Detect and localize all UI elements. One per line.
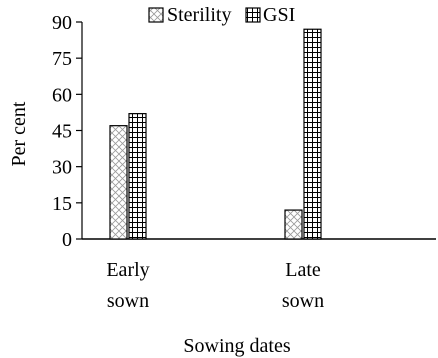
legend-swatch-sterility xyxy=(148,7,164,23)
bar-sterility-1 xyxy=(284,209,303,240)
legend: Sterility GSI xyxy=(148,4,295,26)
legend-label-sterility: Sterility xyxy=(167,4,231,26)
x-axis: Early sown Late sown xyxy=(82,238,436,312)
x-tick-label: sown xyxy=(107,290,149,312)
bars xyxy=(109,28,322,240)
legend-label-gsi: GSI xyxy=(263,4,295,26)
y-tick-label: 45 xyxy=(52,121,72,143)
y-tick-label: 60 xyxy=(52,84,72,106)
bar-gsi-0 xyxy=(128,113,147,240)
x-tick-label: Early xyxy=(106,259,149,281)
y-tick-label: 90 xyxy=(52,12,72,34)
legend-swatch-gsi xyxy=(245,7,261,23)
bar-sterility-0 xyxy=(109,125,128,240)
y-axis: 0 15 30 45 60 75 90 xyxy=(52,12,83,251)
x-axis-label: Sowing dates xyxy=(183,335,290,357)
bar-gsi-1 xyxy=(303,28,322,240)
y-axis-label: Per cent xyxy=(8,101,30,166)
x-tick-label: Late xyxy=(285,259,321,281)
x-tick-label: sown xyxy=(282,290,324,312)
y-tick-label: 30 xyxy=(52,157,72,179)
y-tick-label: 75 xyxy=(52,48,72,70)
y-tick-label: 0 xyxy=(62,229,72,251)
y-tick-label: 15 xyxy=(52,193,72,215)
